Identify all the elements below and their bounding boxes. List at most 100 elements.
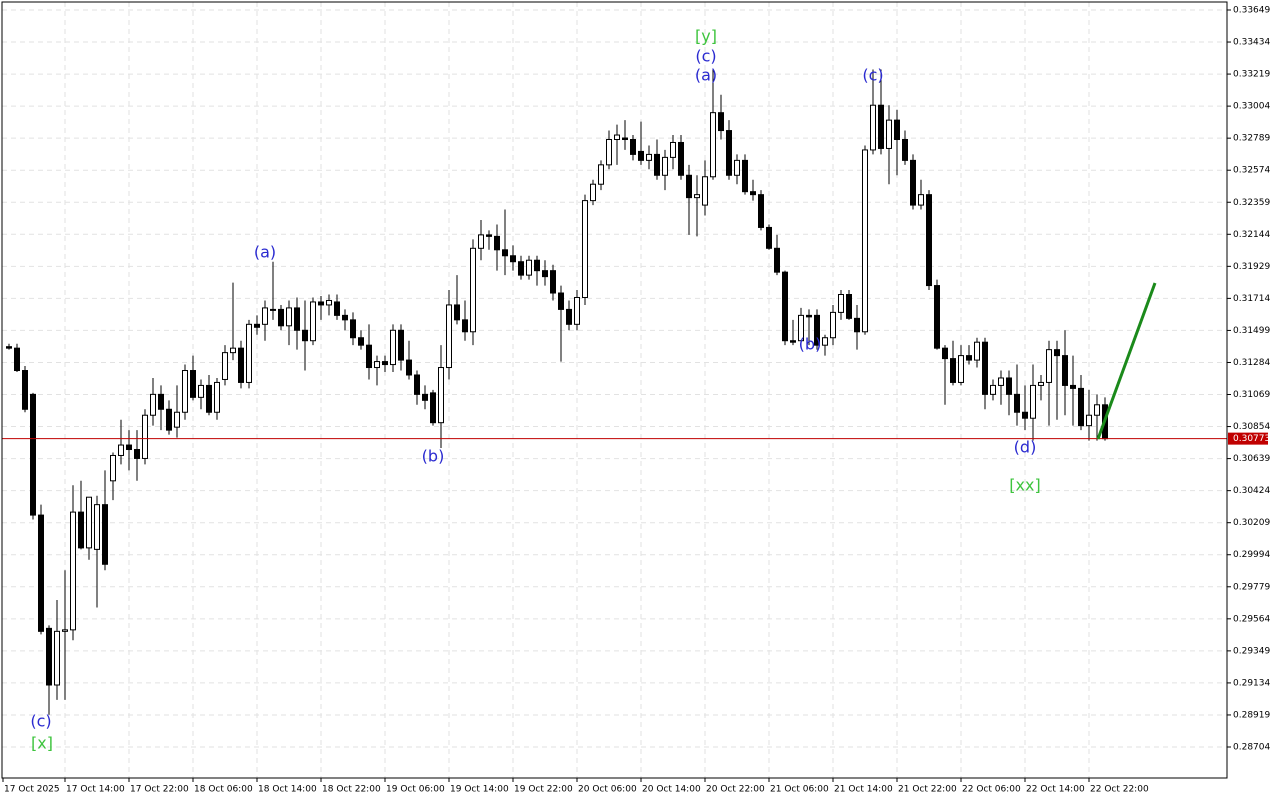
candle-body [294,307,300,331]
candle-body [486,234,492,237]
candle-body [990,384,996,395]
candle-body [334,301,340,316]
candle-body [574,296,580,325]
candle-body [422,393,428,401]
candle-body [854,317,860,333]
candle-body [758,194,764,228]
candle-body [38,514,44,632]
candle-body [6,346,12,349]
candle-body [518,261,524,276]
candle-body [926,194,932,287]
candle-body [918,194,924,206]
candle-body [998,377,1004,386]
candle-body [30,393,36,516]
x-tick-label: 19 Oct 14:00 [450,785,509,795]
candle-body [446,304,452,369]
candle-body [414,374,420,395]
candle-body [206,384,212,413]
candle-body [814,314,820,346]
candle-body [966,355,972,361]
y-tick-label: 0.31714 [1233,294,1270,304]
candle-body [830,311,836,339]
candle-body [774,247,780,273]
candle-body [102,504,108,565]
x-tick-label: 20 Oct 22:00 [706,785,765,795]
candle-body [1078,387,1084,427]
candle-body [534,259,540,272]
candle-body [54,630,60,686]
candle-body [1046,349,1052,383]
candle-body [326,299,332,306]
candle-body [406,359,412,376]
x-tick-label: 18 Oct 22:00 [322,785,381,795]
candle-body [214,381,220,413]
x-tick-label: 22 Oct 22:00 [1090,785,1149,795]
candle-body [286,307,292,327]
candle-body [678,141,684,176]
candle-body [1014,393,1020,413]
candle-body [438,367,444,424]
wave-label: (c) [30,712,51,731]
x-tick-label: 18 Oct 06:00 [194,785,253,795]
candle-body [318,301,324,306]
candle-body [174,411,180,428]
candle-body [950,358,956,383]
candle-body [150,393,156,416]
candle-body [838,294,844,313]
plot-frame [1,1,1228,779]
candle-body [558,292,564,310]
x-tick-label: 18 Oct 14:00 [258,785,317,795]
candle-body [46,627,52,686]
y-tick-label: 0.33434 [1233,38,1270,48]
y-tick-label: 0.29994 [1233,550,1270,560]
y-tick-label: 0.32144 [1233,230,1270,240]
candle-body [166,408,172,431]
candle-body [78,511,84,549]
candle-body [382,361,388,366]
candle-body [614,134,620,141]
candle-body [430,392,436,424]
candle-body [366,344,372,369]
candle-body [254,323,260,328]
y-tick-label: 0.29779 [1233,582,1270,592]
y-tick-label: 0.29564 [1233,614,1270,624]
x-tick-label: 19 Oct 06:00 [386,785,445,795]
y-tick-label: 0.29134 [1233,678,1270,688]
candle-body [278,308,284,327]
x-tick-label: 17 Oct 22:00 [130,785,189,795]
candle-body [598,164,604,185]
candle-body [62,629,68,632]
y-tick-label: 0.31069 [1233,390,1270,400]
x-tick-label: 20 Oct 14:00 [642,785,701,795]
candle-body [1094,404,1100,416]
candle-body [358,337,364,346]
candle-body [374,361,380,369]
candle-body [822,337,828,346]
candle-body [718,112,724,132]
candle-body [1022,411,1028,419]
candle-body [134,449,140,459]
candle-body [14,347,20,372]
candle-body [630,139,636,155]
candle-body [454,304,460,321]
candle-body [710,112,716,178]
candle-body [494,235,500,251]
wave-label: (b) [422,447,445,466]
candle-body [886,119,892,149]
candle-body [894,119,900,141]
x-tick-label: 22 Oct 14:00 [1026,785,1085,795]
wave-label: [x] [31,734,53,753]
candle-body [502,249,508,257]
candle-body [302,329,308,342]
candle-body [542,270,548,278]
candle-body [526,259,532,276]
y-tick-label: 0.29349 [1233,646,1270,656]
candle-body [398,329,404,361]
candle-body [638,150,644,161]
candle-body [582,200,588,298]
candle-body [694,194,700,199]
candle-body [654,153,660,176]
x-tick-label: 21 Oct 14:00 [834,785,893,795]
candle-body [606,139,612,166]
